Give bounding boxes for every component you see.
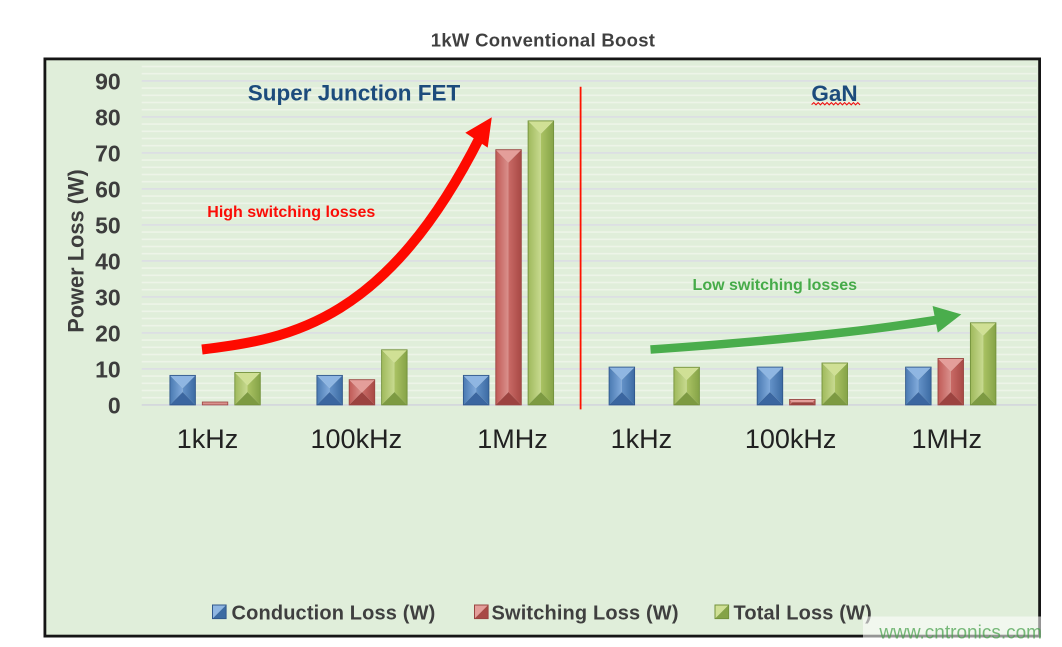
- svg-text:1MHz: 1MHz: [477, 424, 548, 454]
- svg-text:1kHz: 1kHz: [177, 424, 239, 454]
- svg-text:50: 50: [95, 212, 121, 238]
- svg-text:100kHz: 100kHz: [311, 424, 403, 454]
- svg-text:100kHz: 100kHz: [745, 424, 837, 454]
- svg-text:www.cntronics.com: www.cntronics.com: [878, 623, 1042, 644]
- svg-text:High switching losses: High switching losses: [207, 204, 375, 221]
- svg-text:30: 30: [95, 284, 121, 310]
- svg-text:10: 10: [95, 356, 121, 382]
- svg-text:Conduction Loss (W): Conduction Loss (W): [232, 603, 436, 625]
- svg-text:20: 20: [95, 320, 121, 346]
- svg-text:Low switching losses: Low switching losses: [693, 277, 858, 294]
- svg-text:40: 40: [95, 248, 121, 274]
- svg-text:0: 0: [108, 392, 121, 418]
- svg-text:1MHz: 1MHz: [912, 424, 983, 454]
- svg-text:Switching Loss (W): Switching Loss (W): [492, 603, 679, 625]
- svg-text:GaN: GaN: [811, 81, 857, 106]
- svg-text:1kHz: 1kHz: [611, 424, 673, 454]
- svg-text:Power Loss (W): Power Loss (W): [64, 169, 89, 333]
- svg-text:Total Loss (W): Total Loss (W): [734, 603, 872, 625]
- svg-text:90: 90: [95, 68, 121, 94]
- svg-text:Super Junction FET: Super Junction FET: [248, 80, 461, 105]
- svg-text:80: 80: [95, 104, 121, 130]
- svg-text:1kW Conventional Boost: 1kW Conventional Boost: [431, 30, 656, 51]
- svg-text:70: 70: [95, 140, 121, 166]
- svg-text:60: 60: [95, 176, 121, 202]
